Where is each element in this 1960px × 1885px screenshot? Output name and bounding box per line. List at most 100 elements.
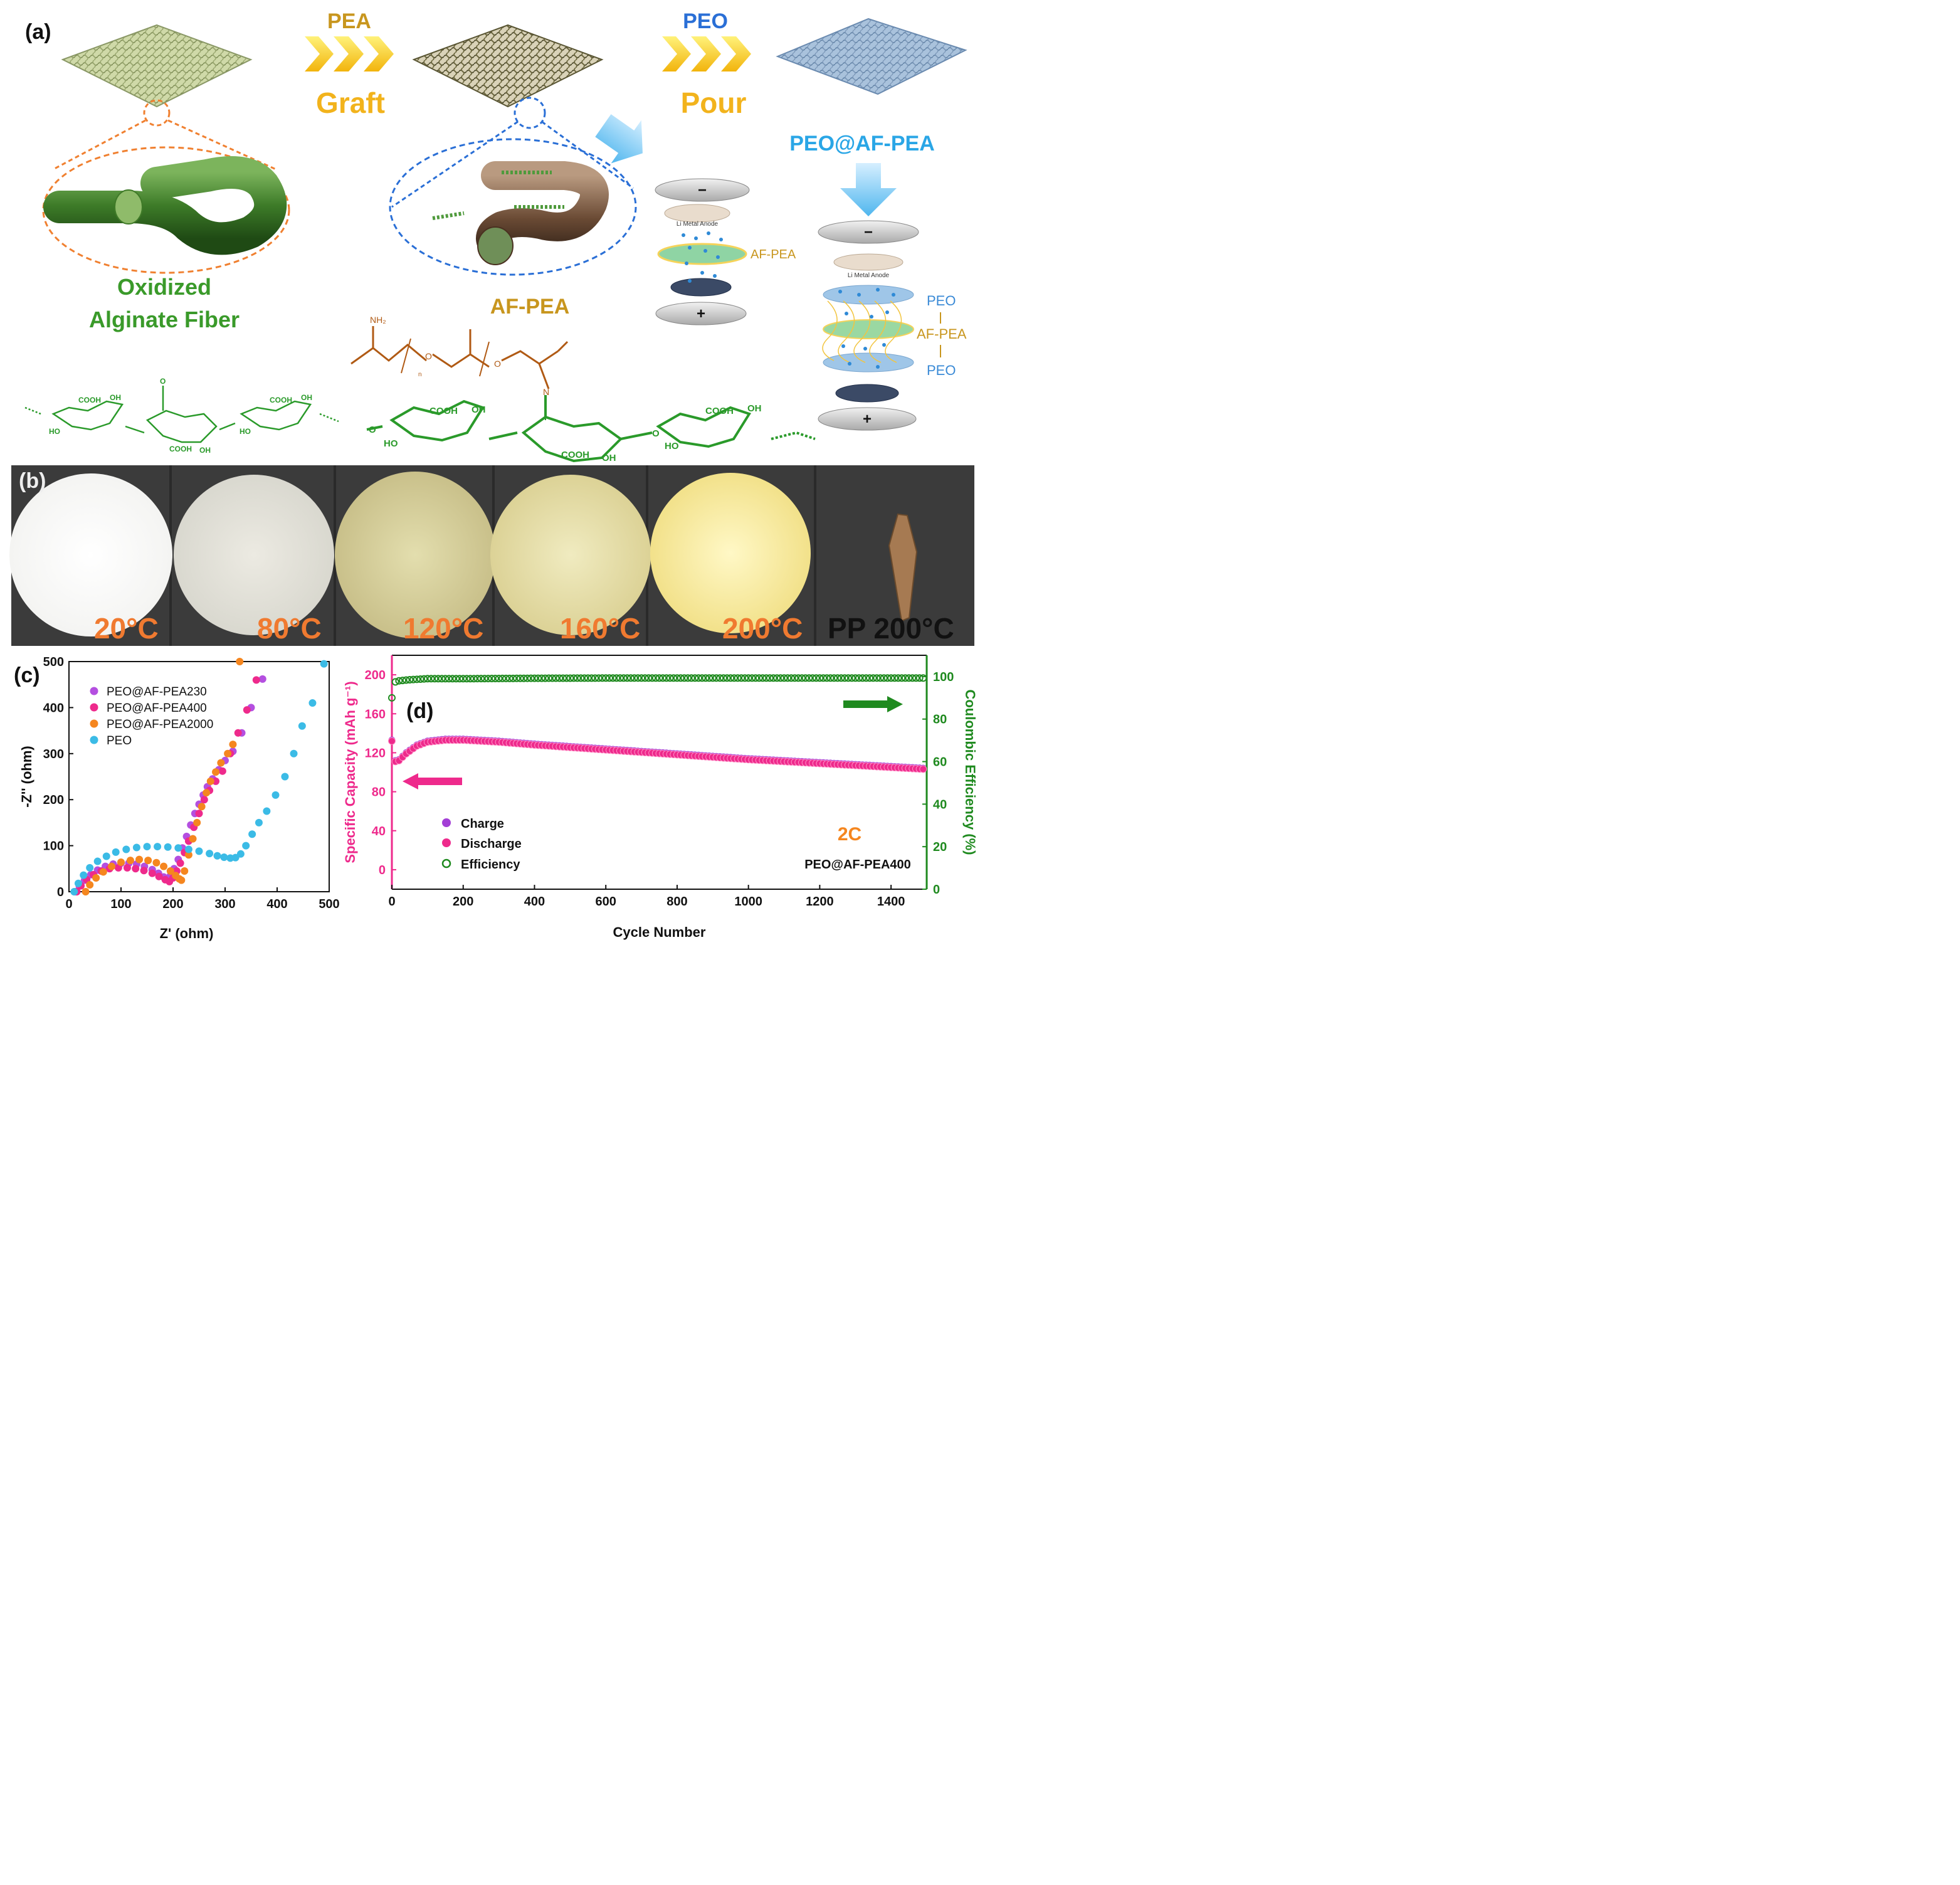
data-point <box>495 674 503 682</box>
data-point <box>160 862 168 870</box>
legend-marker <box>442 838 451 847</box>
data-point <box>784 674 792 682</box>
svg-text:O: O <box>160 377 166 386</box>
data-point <box>195 810 203 818</box>
data-point <box>766 674 774 682</box>
data-point <box>791 674 799 682</box>
data-point <box>898 674 906 682</box>
data-point <box>737 674 746 682</box>
data-point <box>616 674 624 682</box>
data-point <box>82 888 90 895</box>
data-point <box>520 674 528 682</box>
data-point <box>598 674 606 682</box>
data-point <box>645 674 653 682</box>
data-point <box>140 867 148 875</box>
data-point <box>502 674 510 682</box>
data-point <box>74 879 82 887</box>
data-point <box>92 874 100 882</box>
data-point <box>236 658 244 665</box>
data-point <box>613 674 621 682</box>
data-point <box>391 678 399 686</box>
data-point <box>695 674 703 682</box>
data-point <box>423 675 431 683</box>
data-point <box>308 699 317 707</box>
data-point <box>594 674 603 682</box>
data-point <box>258 675 266 683</box>
data-point <box>798 674 806 682</box>
legend-marker <box>442 818 451 827</box>
data-point <box>905 674 913 682</box>
data-point <box>213 852 221 860</box>
cycle-legend: Charge Discharge Efficiency <box>441 817 522 872</box>
data-point <box>748 674 756 682</box>
y-axis-label: Specific Capacity (mAh g⁻¹) <box>342 681 358 863</box>
data-point <box>480 675 488 683</box>
data-point <box>641 674 649 682</box>
panel-c-letter: (c) <box>14 663 40 687</box>
data-point <box>709 674 717 682</box>
af-pea-structure <box>366 395 816 463</box>
y-tick-label: 0 <box>57 885 64 899</box>
cell2-peo-top-label: PEO <box>927 293 956 309</box>
cell2-plus: + <box>863 411 872 428</box>
y-tick-label: 40 <box>372 825 386 838</box>
x-tick-label: 0 <box>65 897 72 911</box>
data-point <box>509 674 517 682</box>
data-point <box>406 675 414 684</box>
legend-label: PEO@AF-PEA400 <box>107 702 207 715</box>
svg-text:O: O <box>425 351 432 361</box>
svg-text:COOH: COOH <box>705 406 734 416</box>
product-label: PEO@AF-PEA <box>789 132 935 156</box>
data-point <box>236 850 245 858</box>
data-point <box>456 675 464 683</box>
data-point <box>206 777 214 785</box>
series-PEO@AF-PEA2000 <box>82 658 244 895</box>
sky-arrow-down <box>840 163 897 216</box>
data-point <box>164 843 172 851</box>
svg-text:COOH: COOH <box>270 396 292 404</box>
legend-marker <box>90 687 98 695</box>
x-tick-label: 800 <box>667 895 687 909</box>
sample-80c <box>174 475 334 635</box>
graft-arrow <box>305 36 394 71</box>
svg-text:n: n <box>418 371 422 378</box>
data-point <box>431 675 439 683</box>
data-point <box>152 858 161 867</box>
data-point <box>154 843 162 851</box>
y-tick-label: 0 <box>379 863 386 877</box>
svg-text:HO: HO <box>49 427 60 436</box>
label-80c: 80°C <box>257 612 322 645</box>
svg-text:COOH: COOH <box>561 450 589 460</box>
af-pea-mesh <box>412 24 604 108</box>
svg-text:N: N <box>543 387 549 397</box>
y-tick-label: 200 <box>365 668 386 682</box>
data-point <box>198 803 206 811</box>
svg-text:OH: OH <box>199 446 211 455</box>
data-point <box>102 852 110 860</box>
cell1-separator <box>657 243 747 265</box>
data-point <box>174 844 182 852</box>
data-point <box>837 674 845 682</box>
data-point <box>919 674 927 682</box>
data-point <box>659 674 667 682</box>
svg-text:NH₂: NH₂ <box>370 315 386 325</box>
data-point <box>243 706 251 714</box>
cell2-li-ions <box>838 288 895 369</box>
legend-label: PEO@AF-PEA2000 <box>107 718 213 731</box>
cell-stack-1: − Li Metal Anode AF-PEA + <box>655 178 796 325</box>
af-pea-labels: COOH OH O HO COOH OH COOH OH O HO <box>369 403 762 463</box>
data-point <box>218 767 226 775</box>
data-point <box>716 674 724 682</box>
data-point <box>231 853 240 862</box>
data-point <box>648 674 656 682</box>
x-tick-label: 300 <box>214 897 235 911</box>
data-point <box>195 847 203 855</box>
arrow2-bottom-label: Pour <box>681 87 747 119</box>
legend-label: Efficiency <box>461 858 520 872</box>
data-point <box>816 674 824 682</box>
cell2-cap-top <box>818 220 919 244</box>
data-point <box>776 674 784 682</box>
oxidized-alginate-labels: COOH OH HO O COOH OH COOH OH HO <box>49 377 312 455</box>
data-point <box>434 675 442 683</box>
data-point <box>873 674 881 682</box>
